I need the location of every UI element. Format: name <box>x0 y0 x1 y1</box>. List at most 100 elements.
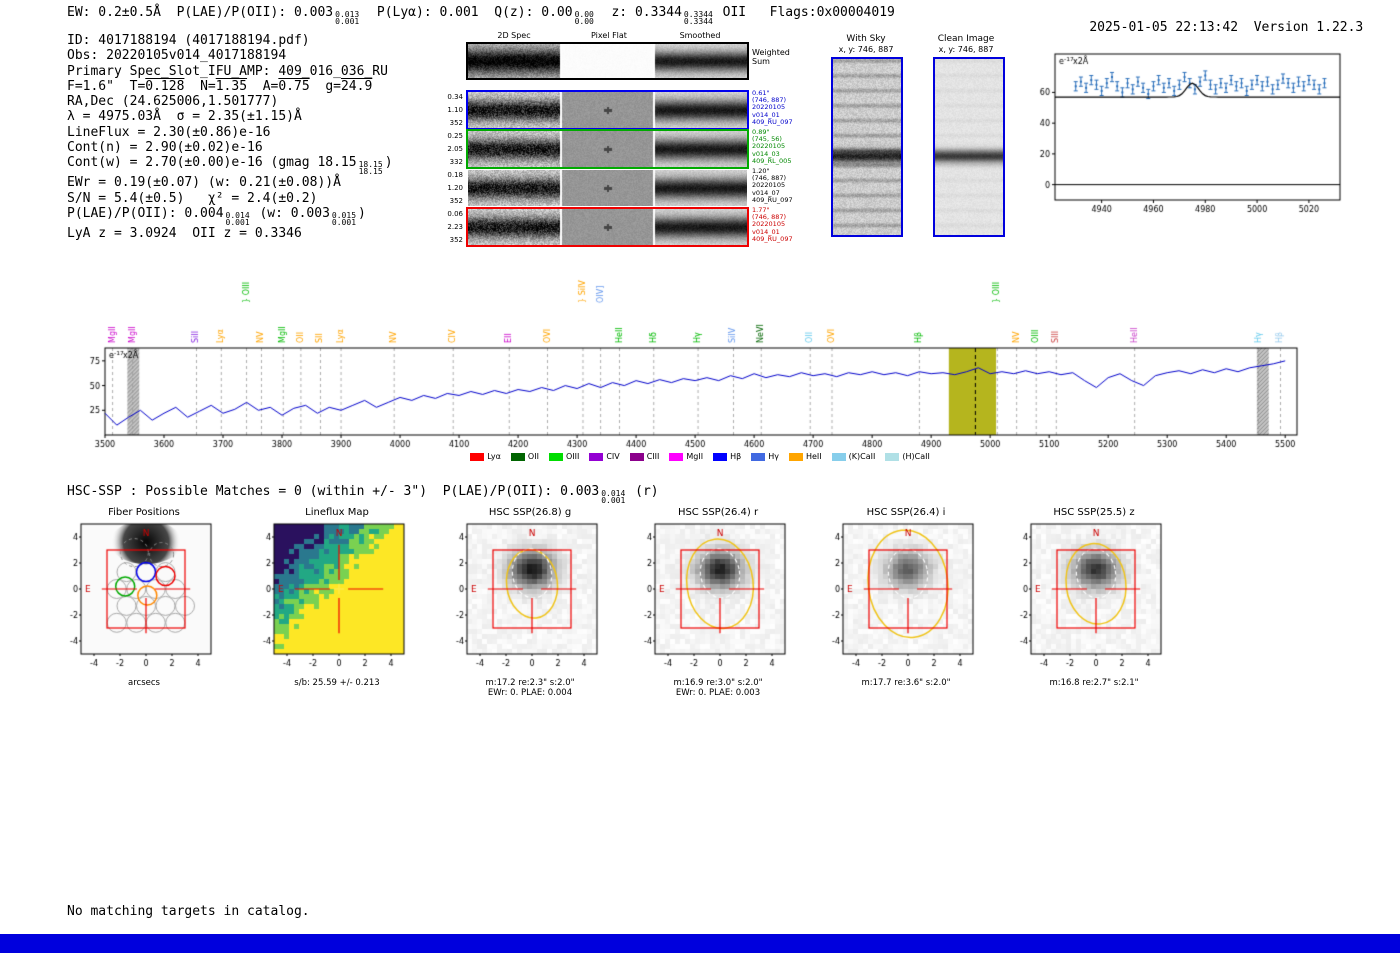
zoomed-spectrum-plot <box>1015 40 1355 230</box>
spec2d-col-header-2dspec: 2D Spec <box>497 31 531 40</box>
stacked-uncertainty: 0.013 0.001 <box>335 10 360 26</box>
annotation-line: 20220105 <box>752 103 786 112</box>
spec2d-row-annotation: 1.77" (746, 887) 20220105 v014_01 409_RU_097 <box>752 206 800 243</box>
weight-value: 352 <box>449 236 463 244</box>
annotation-line: 20220105 <box>752 220 786 229</box>
spec2d-col-header-pixelflat: Pixel Flat <box>591 31 627 40</box>
annotation-line: v014_03 <box>752 149 780 158</box>
info-line: λ = 4975.03Å σ = 2.35(±1.15)Å <box>67 109 302 125</box>
annotation-line: 1.77" <box>752 206 770 214</box>
cutout-xlabel: m:17.7 re:3.6" s:2.0" <box>861 678 951 688</box>
spec2d-row-canvas <box>468 131 747 167</box>
legend-swatch <box>713 452 728 461</box>
legend-item: MgII <box>669 452 703 461</box>
legend-item: CIV <box>589 452 620 461</box>
timestamp: 2025-01-05 22:13:42 <box>1089 20 1239 35</box>
cutout-xlabel: m:16.9 re:3.0" s:2.0" <box>673 678 763 688</box>
weight-value: 332 <box>449 158 463 166</box>
legend-label: OIII <box>565 452 580 461</box>
cutout-title: HSC SSP(26.4) i <box>866 507 946 518</box>
cutout-title: Lineflux Map <box>305 507 369 518</box>
stacked-uncertainty: 0.014 0.001 <box>225 210 250 227</box>
hsc-z-cutout <box>1001 520 1186 678</box>
legend-label: Hγ <box>768 452 779 461</box>
annotation-line: (746, 887) <box>752 174 787 183</box>
spectrum-legend: Lyα OII OIII CIV CIII MgII Hβ Hγ HeII (K)CaII (H)C… <box>350 452 1050 461</box>
stacked-uncertainty: 0.3344 0.3344 <box>683 10 713 26</box>
report-meta: 2025-01-05 22:13:42 Version 1.22.3 <box>1058 5 1363 50</box>
hsc-i-cutout <box>813 520 998 678</box>
spec2d-row-canvas <box>468 209 747 245</box>
cutout-panel-hsc-g: HSC SSP(26.8) g m:17.2 re:2.3" s:2.0" EW… <box>434 505 626 720</box>
clean-image-title: Clean Image <box>937 34 995 44</box>
legend-label: MgII <box>686 452 704 461</box>
detection-info-block: ID: 4017188194 (4017188194.pdf) Obs: 2022… <box>67 33 393 241</box>
bottom-accent-bar <box>0 934 1400 953</box>
legend-label: Lyα <box>487 452 501 461</box>
legend-swatch <box>629 452 644 461</box>
info-line: LyA z = 3.0924 OII z = 0.3346 <box>67 225 302 241</box>
legend-swatch <box>831 452 846 461</box>
spec2d-row-weights: 0.25 2.05 332 <box>440 132 463 166</box>
weight-value: 0.18 <box>447 171 463 179</box>
cutout-title: HSC SSP(26.8) g <box>488 507 572 518</box>
annotation-line: 409_RL_005 <box>752 156 792 165</box>
spec2d-row-canvas <box>468 170 747 206</box>
cutout-panel-lineflux: Lineflux Map s/b: 25.59 +/- 0.213 <box>241 505 433 720</box>
annotation-line: (746, 887) <box>752 213 787 222</box>
info-line: F=1.6" T=0.128 N=1.35 A=0.75 g=24.9 <box>67 78 373 94</box>
legend-item: (K)CaII <box>831 452 875 461</box>
annotation-line: 1.20" <box>752 167 770 175</box>
spec2d-row-annotation: 0.61" (746, 887) 20220105 v014_01 409_RU_097 <box>752 89 800 126</box>
stacked-uncertainty: 0.014 0.001 <box>601 489 626 505</box>
footer-note-line1: No matching targets in catalog. <box>67 904 310 919</box>
annotation-line: 20220105 <box>752 142 786 151</box>
annotation-line: v014_01 <box>752 110 780 119</box>
cutout-title: Fiber Positions <box>108 507 180 518</box>
weighted-sum-label-line2: Sum <box>752 57 770 66</box>
cutout-xlabel2: EWr: 0. PLAE: 0.003 <box>675 688 761 698</box>
info-line: Cont(n) = 2.90(±0.02)e-16 <box>67 140 263 156</box>
stacked-uncertainty: 0.015 0.001 <box>331 210 357 227</box>
cutout-xlabel: arcsecs <box>128 678 160 688</box>
with-sky-coords: x, y: 746, 887 <box>838 45 894 54</box>
legend-label: OII <box>527 452 539 461</box>
meta-gap <box>1238 20 1254 35</box>
spec2d-row-annotation: 0.89" (745, 56) 20220105 v014_03 409_RL_005 <box>752 128 800 165</box>
annotation-line: v014_07 <box>752 188 780 197</box>
cutout-title: HSC SSP(25.5) z <box>1053 507 1135 518</box>
spec2d-weighted-strip-frame <box>466 42 749 80</box>
stacked-uncertainty: 18.15 18.15 <box>358 160 383 177</box>
annotation-line: 409_RU_097 <box>752 195 793 204</box>
spec2d-weighted-strip <box>468 44 747 78</box>
with-sky-title: With Sky <box>846 34 886 44</box>
weight-value: 1.10 <box>447 106 463 114</box>
cutout-title: HSC SSP(26.4) r <box>677 507 759 518</box>
clean-image-frame <box>933 57 1005 237</box>
spec2d-row-annotation: 1.20" (746, 887) 20220105 v014_07 409_RU_097 <box>752 167 800 204</box>
legend-swatch <box>751 452 766 461</box>
cutout-panel-fibers: Fiber Positions arcsecs <box>48 505 240 720</box>
info-line: LineFlux = 2.30(±0.86)e-16 <box>67 124 271 140</box>
info-line: EWr = 0.19(±0.07) (w: 0.21(±0.08))Å <box>67 175 341 191</box>
weight-value: 1.20 <box>447 184 463 192</box>
legend-swatch <box>548 452 563 461</box>
spec2d-row-frame <box>466 129 749 169</box>
legend-item: HeII <box>788 452 822 461</box>
annotation-line: 409_RU_097 <box>752 117 793 126</box>
legend-swatch <box>788 452 803 461</box>
spec2d-row-canvas <box>468 92 747 128</box>
legend-label: HeII <box>805 452 822 461</box>
full-spectrum-plot <box>60 268 1340 473</box>
hsc-g-cutout <box>437 520 622 678</box>
version-label: Version 1.22.3 <box>1253 20 1364 35</box>
legend-item: CIII <box>629 452 659 461</box>
spec2d-col-header-smoothed: Smoothed <box>679 31 721 40</box>
annotation-line: 0.61" <box>752 89 770 97</box>
legend-item: Hβ <box>713 452 741 461</box>
info-line: Obs: 20220105v014_4017188194 <box>67 48 287 64</box>
info-line: ID: 4017188194 (4017188194.pdf) <box>67 33 310 48</box>
weight-value: 2.05 <box>447 145 463 153</box>
legend-swatch <box>589 452 604 461</box>
spec2d-row-weights: 0.06 2.23 352 <box>440 210 463 244</box>
